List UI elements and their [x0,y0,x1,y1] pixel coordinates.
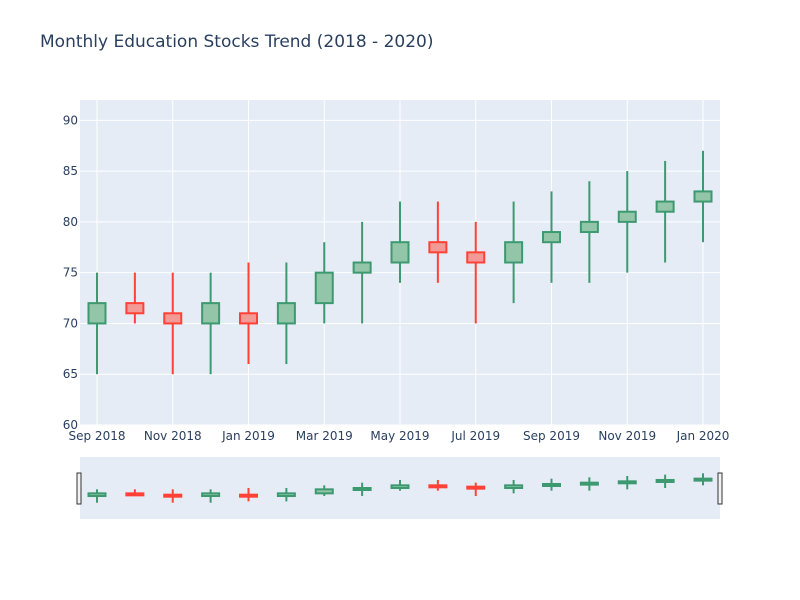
range-slider [76,457,723,519]
y-tick-label: 80 [63,215,78,229]
candle [504,201,524,304]
candle-body [504,241,524,264]
rangeslider-candle [352,482,372,497]
rangeslider-candle [239,488,258,502]
y-tick-label: 65 [63,367,78,381]
candle [163,272,183,375]
y-tick-label: 75 [63,266,78,280]
rangeslider-candle [163,489,183,503]
rangeslider-body [314,488,334,495]
x-tick-label: Sep 2018 [69,429,126,443]
candle [542,191,561,283]
rangeslider-body [579,481,599,486]
rangeslider-body [352,487,372,491]
candle-body [352,261,372,274]
rangeslider-body [87,492,107,498]
candle [276,262,296,365]
x-tick-label: Nov 2019 [598,429,656,443]
candle [466,221,486,324]
rangeslider-body [163,493,183,498]
rangeslider-handle-left[interactable] [76,472,82,505]
rangeslider-candle [693,473,713,486]
candle [617,171,637,273]
rangeslider-body [617,480,637,485]
candle [352,221,372,324]
candle-body [466,251,486,264]
candle-body [390,241,410,264]
candle-body [617,210,637,223]
rangeslider-candle [579,477,599,491]
y-tick-label: 70 [63,316,78,330]
rangeslider-body [239,493,258,498]
rangeslider-body [276,492,296,498]
rangeslider-candle [466,482,486,497]
rangeslider-body [125,492,145,497]
main-plot-area: 60 65 70 75 80 85 90 Sep 2018 Nov 2018 Jan 2019 Ma… [63,100,730,443]
rangeslider-body [693,477,713,482]
candle-body [201,302,221,325]
rangeslider-body [466,485,486,490]
candle-body [542,231,561,244]
x-tick-label: Jan 2019 [221,429,275,443]
x-tick-label: May 2019 [370,429,429,443]
candle [390,201,410,283]
rangeslider-body [504,484,524,489]
rangeslider-body [655,478,675,483]
x-tick-label: Nov 2018 [144,429,202,443]
rangeslider-body [390,484,410,489]
rangeslider-handle-right[interactable] [717,472,723,505]
candle-body [87,302,107,325]
rangeslider-candle [87,489,107,503]
x-tick-label: Jul 2019 [450,429,500,443]
candle-body [239,312,258,325]
y-tick-label: 90 [63,113,78,127]
chart-title: Monthly Education Stocks Trend (2018 - 2… [40,32,434,52]
candle-body [125,302,145,315]
x-tick-label: Jan 2020 [676,429,730,443]
candle-body [693,190,713,203]
rangeslider-body [201,492,221,498]
rangeslider-candle [655,474,675,488]
candle [201,272,221,375]
rangeslider-candle [504,479,524,494]
candle [239,262,258,365]
candle-body [163,312,183,325]
x-tick-label: Mar 2019 [296,429,353,443]
candle-body [579,220,599,234]
y-tick-label: 85 [63,164,78,178]
candle [428,201,448,283]
candle-body [314,271,334,305]
rangeslider-candle [542,478,561,491]
candle [125,272,145,324]
rangeslider-candle [276,488,296,502]
candle [87,272,107,375]
y-tick-label: 60 [63,418,78,432]
rangeslider-candle [201,489,221,503]
candle-body [276,302,296,325]
candle-body [655,200,675,213]
rangeslider-candle [390,479,410,491]
rangeslider-candle [125,489,145,497]
rangeslider-candle [617,475,637,490]
x-tick-label: Sep 2019 [523,429,580,443]
rangeslider-body [542,482,561,487]
candle [579,181,599,283]
candle [314,242,334,324]
candle [693,150,713,243]
candle [655,160,675,263]
rangeslider-candle [428,479,448,491]
rangeslider-candle [314,485,334,497]
candle-body [428,241,448,254]
rangeslider-body [428,484,448,489]
